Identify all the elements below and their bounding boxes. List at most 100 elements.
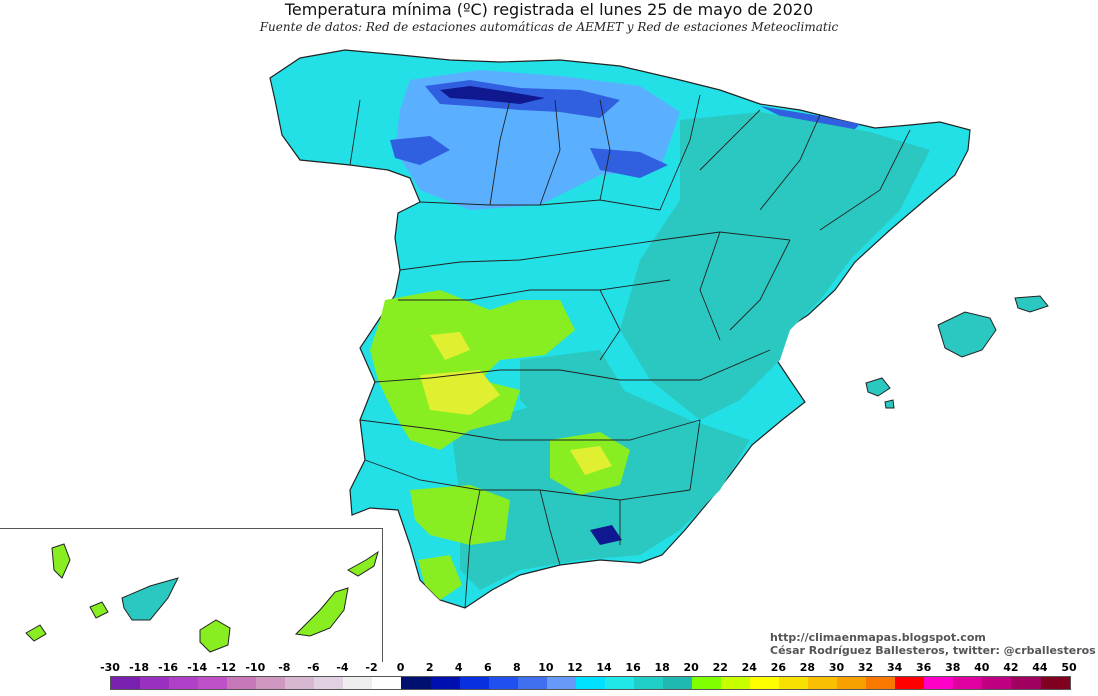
legend-swatch: [720, 677, 751, 689]
legend-label: -2: [365, 661, 378, 674]
legend-swatch: [953, 677, 983, 689]
legend-swatch: [691, 677, 721, 689]
legend-label: -16: [158, 661, 179, 674]
la-palma-island: [51, 543, 71, 579]
credits-website: http://climaenmapas.blogspot.com: [770, 631, 986, 644]
zone-extremadura-yellow-2: [430, 332, 470, 360]
legend-swatch: [779, 677, 809, 689]
zone-jaen-yellow: [570, 446, 612, 475]
legend-swatch: [808, 677, 838, 689]
legend-label: 2: [425, 661, 434, 674]
legend-swatch: [895, 677, 925, 689]
legend-swatch: [372, 677, 402, 689]
legend-label: 12: [567, 661, 583, 674]
legend-label: 50: [1061, 661, 1077, 674]
legend-swatch: [169, 677, 199, 689]
legend-swatch: [285, 677, 315, 689]
legend-label: 20: [683, 661, 699, 674]
legend-swatch: [314, 677, 344, 689]
legend-label: -30: [100, 661, 120, 674]
legend-swatch: [459, 677, 489, 689]
legend-swatch: [750, 677, 780, 689]
legend-swatch: [111, 677, 141, 689]
legend-swatch: [604, 677, 634, 689]
legend-label: 34: [886, 661, 903, 674]
lanzarote-island: [347, 550, 379, 577]
zone-east-teal: [620, 112, 930, 420]
legend-label: 26: [770, 661, 787, 674]
zone-sierra-nevada-blue: [590, 525, 622, 545]
legend-label: -14: [187, 661, 208, 674]
legend-label: 44: [1032, 661, 1048, 674]
legend-swatch: [401, 677, 431, 689]
legend-label: 6: [483, 661, 492, 674]
tenerife-island: [121, 577, 179, 621]
credits-author: César Rodríguez Ballesteros, twitter: @c…: [770, 644, 1096, 657]
legend-label: -6: [307, 661, 320, 674]
legend-label: 28: [799, 661, 816, 674]
legend-swatch: [343, 677, 373, 689]
zone-cantabria-blue: [390, 136, 450, 165]
legend-label: 4: [454, 661, 463, 674]
map-title: Temperatura mínima (ºC) registrada el lu…: [284, 0, 814, 19]
legend-label: -18: [129, 661, 149, 674]
legend-swatch: [575, 677, 605, 689]
legend-label: -8: [278, 661, 291, 674]
legend-swatch: [662, 677, 692, 689]
credits: http://climaenmapas.blogspot.com César R…: [770, 631, 1096, 657]
legend-swatch: [256, 677, 286, 689]
zone-extremadura-lime: [370, 290, 575, 450]
zone-extremadura-yellow: [420, 370, 500, 415]
ibiza-island: [865, 377, 891, 397]
legend-label: -10: [245, 661, 266, 674]
legend-label: 42: [1003, 661, 1019, 674]
legend-swatch: [633, 677, 663, 689]
legend-label: 38: [945, 661, 961, 674]
legend-swatch: [982, 677, 1012, 689]
legend-label: 24: [741, 661, 757, 674]
legend-swatch: [517, 677, 547, 689]
legend-label: 40: [974, 661, 990, 674]
formentera-island: [884, 399, 895, 409]
zone-guadalquivir-lime: [410, 485, 510, 545]
legend-swatch: [227, 677, 257, 689]
canary-islands-inset-frame: [0, 528, 383, 662]
zone-center-teal: [520, 350, 630, 440]
zone-north-deepblue: [440, 86, 545, 104]
legend-label: -12: [216, 661, 237, 674]
legend-swatch: [430, 677, 460, 689]
legend-swatch: [837, 677, 867, 689]
gran-canaria-island: [199, 619, 231, 653]
legend-swatch: [1040, 677, 1070, 689]
mallorca-island: [937, 311, 997, 358]
map-subtitle: Fuente de datos: Red de estaciones autom…: [259, 20, 839, 34]
el-hierro-island: [25, 624, 47, 642]
legend-label: 30: [828, 661, 845, 674]
legend-label: 8: [513, 661, 521, 674]
legend-label: 22: [712, 661, 728, 674]
legend-swatch: [1011, 677, 1041, 689]
legend-swatch: [546, 677, 576, 689]
legend-label: -4: [336, 661, 349, 674]
legend-swatch: [866, 677, 896, 689]
legend-label: 16: [625, 661, 641, 674]
legend-color-bar: [110, 676, 1071, 690]
legend-label: 32: [857, 661, 874, 674]
zone-iberico-blue: [590, 148, 668, 178]
legend-label: 10: [538, 661, 554, 674]
legend-label: 0: [396, 661, 405, 674]
legend-swatch: [924, 677, 954, 689]
legend-label: 14: [596, 661, 612, 674]
legend-swatch: [140, 677, 170, 689]
legend-labels: -30 -18 -16 -14 -12 -10 -8 -6 -4 -2 0 2 4 6 8 10 12 14 16 1…: [96, 661, 1090, 676]
menorca-island: [1014, 295, 1049, 313]
legend-swatch: [488, 677, 518, 689]
fuerteventura-island: [294, 587, 349, 637]
legend-label: 18: [654, 661, 670, 674]
province-borders: [349, 94, 911, 609]
legend-swatch: [198, 677, 228, 689]
legend-label: 36: [916, 661, 932, 674]
zone-huelva-lime: [418, 555, 462, 600]
la-gomera-island: [89, 601, 109, 619]
